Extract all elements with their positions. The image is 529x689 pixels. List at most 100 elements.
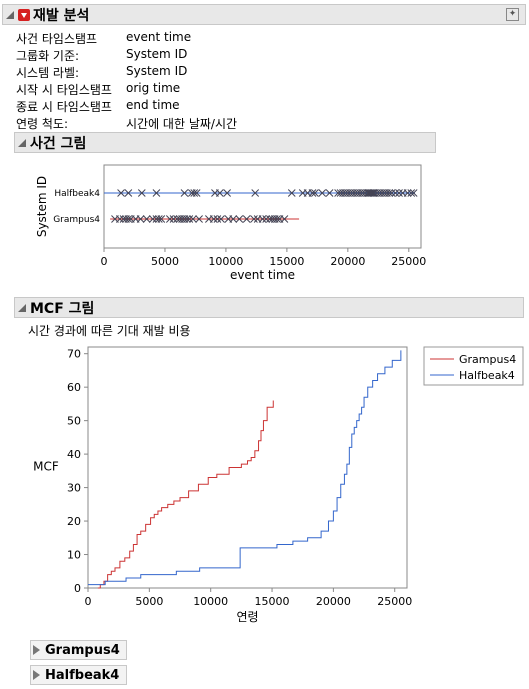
event-marker <box>367 189 375 197</box>
event-marker-stroke <box>262 215 271 223</box>
event-marker-stroke <box>117 189 125 197</box>
grampus4-outline-title: Grampus4 <box>45 642 120 658</box>
event-marker-stroke <box>273 215 281 223</box>
event-marker <box>308 189 317 197</box>
event-plot-title: 사건 그림 <box>30 135 87 152</box>
event-marker <box>217 215 225 223</box>
event-marker <box>117 189 125 197</box>
info-value: event time <box>126 30 192 44</box>
legend-label: Halfbeak4 <box>459 369 515 382</box>
event-marker <box>192 189 201 197</box>
event-marker-stroke <box>391 189 400 197</box>
mcf-plot-title: MCF 그림 <box>30 300 95 317</box>
event-marker <box>318 189 327 197</box>
y-tick-label: 20 <box>67 515 81 528</box>
event-marker-stroke <box>407 189 416 197</box>
event-marker <box>124 189 133 197</box>
y-tick-label: 10 <box>67 549 81 562</box>
event-marker <box>189 215 197 223</box>
x-tick-label: 10000 <box>193 595 228 608</box>
info-row: 연령 척도: 시간에 대한 날짜/시간 <box>16 115 416 131</box>
x-tick-label: 5000 <box>135 595 163 608</box>
disclosure-open-icon[interactable] <box>6 10 14 19</box>
disclosure-open-icon[interactable] <box>18 138 26 147</box>
event-marker-stroke <box>229 215 238 223</box>
event-marker <box>325 189 334 197</box>
x-tick-label: 25000 <box>391 255 426 268</box>
event-marker-stroke <box>165 215 174 223</box>
grampus4-outline[interactable]: Grampus4 <box>30 640 127 660</box>
event-marker <box>165 215 174 223</box>
event-marker-stroke <box>387 189 396 197</box>
event-plot-header: 사건 그림 <box>14 132 436 153</box>
event-marker <box>136 215 145 223</box>
info-key: 시스템 라벨: <box>16 66 80 80</box>
x-axis-label: event time <box>230 268 295 282</box>
event-marker-stroke <box>385 189 394 197</box>
event-marker-stroke <box>180 189 189 197</box>
info-key: 종료 시 타임스탬프 <box>16 100 112 114</box>
event-marker <box>385 189 394 197</box>
disclosure-closed-icon[interactable] <box>33 645 40 655</box>
halfbeak4-outline[interactable]: Halfbeak4 <box>30 665 127 685</box>
category-label: Halfbeak4 <box>54 189 100 199</box>
event-marker-stroke <box>217 215 225 223</box>
event-marker-stroke <box>311 189 319 197</box>
report-header: 재발 분석 ✦ <box>2 4 526 25</box>
event-marker <box>124 215 133 223</box>
legend-box <box>423 346 524 386</box>
event-marker <box>280 215 289 223</box>
event-marker-stroke <box>136 215 145 223</box>
event-marker <box>180 189 189 197</box>
event-marker-stroke <box>213 215 222 223</box>
x-axis-label: 연령 <box>236 610 258 624</box>
info-row: 사건 타임스탬프 event time <box>16 30 416 46</box>
event-marker-stroke <box>142 215 151 223</box>
event-marker <box>250 215 258 223</box>
event-marker-stroke <box>280 215 289 223</box>
info-key: 그룹화 기준: <box>16 49 80 63</box>
event-marker <box>258 215 267 223</box>
info-key: 사건 타임스탬프 <box>16 32 98 46</box>
info-value: System ID <box>126 47 188 61</box>
star-icon[interactable]: ✦ <box>506 8 519 21</box>
plot-frame <box>103 164 422 249</box>
info-key: 연령 척도: <box>16 117 69 131</box>
info-value: 시간에 대한 날짜/시간 <box>126 117 238 131</box>
info-row: 그룹화 기준: System ID <box>16 47 416 63</box>
y-tick-label: 50 <box>67 415 81 428</box>
y-tick-label: 0 <box>74 582 81 595</box>
event-marker-stroke <box>195 215 203 223</box>
event-marker-stroke <box>403 189 412 197</box>
event-marker-stroke <box>189 215 197 223</box>
mcf-plot: 0 10 20 30 40 50 60 70 0 5000 10000 15000 20000 25000… <box>33 346 524 624</box>
disclosure-open-icon[interactable] <box>18 303 26 312</box>
event-marker <box>287 189 296 197</box>
x-tick-label: 20000 <box>330 255 365 268</box>
x-tick-label: 15000 <box>269 255 304 268</box>
event-marker <box>229 215 238 223</box>
event-marker <box>209 215 218 223</box>
event-marker <box>183 215 191 223</box>
event-marker-stroke <box>169 215 178 223</box>
event-marker <box>311 189 319 197</box>
event-marker-stroke <box>124 189 133 197</box>
event-marker <box>387 189 396 197</box>
event-marker-stroke <box>209 215 218 223</box>
event-marker-stroke <box>409 189 418 197</box>
event-marker <box>115 215 124 223</box>
event-marker <box>242 215 251 223</box>
event-marker <box>152 189 161 197</box>
mcf-plot-header: MCF 그림 <box>14 297 524 318</box>
plot-frame <box>87 346 408 589</box>
info-value: end time <box>126 98 180 112</box>
legend-label: Grampus4 <box>459 353 516 366</box>
x-tick-label: 0 <box>85 595 92 608</box>
event-marker-stroke <box>215 189 224 197</box>
disclosure-closed-icon[interactable] <box>33 670 40 680</box>
y-tick-label: 60 <box>67 381 81 394</box>
report-title: 재발 분석 <box>33 7 90 24</box>
red-triangle-menu-icon[interactable] <box>18 8 30 21</box>
event-marker <box>190 189 199 197</box>
event-marker-stroke <box>124 215 133 223</box>
